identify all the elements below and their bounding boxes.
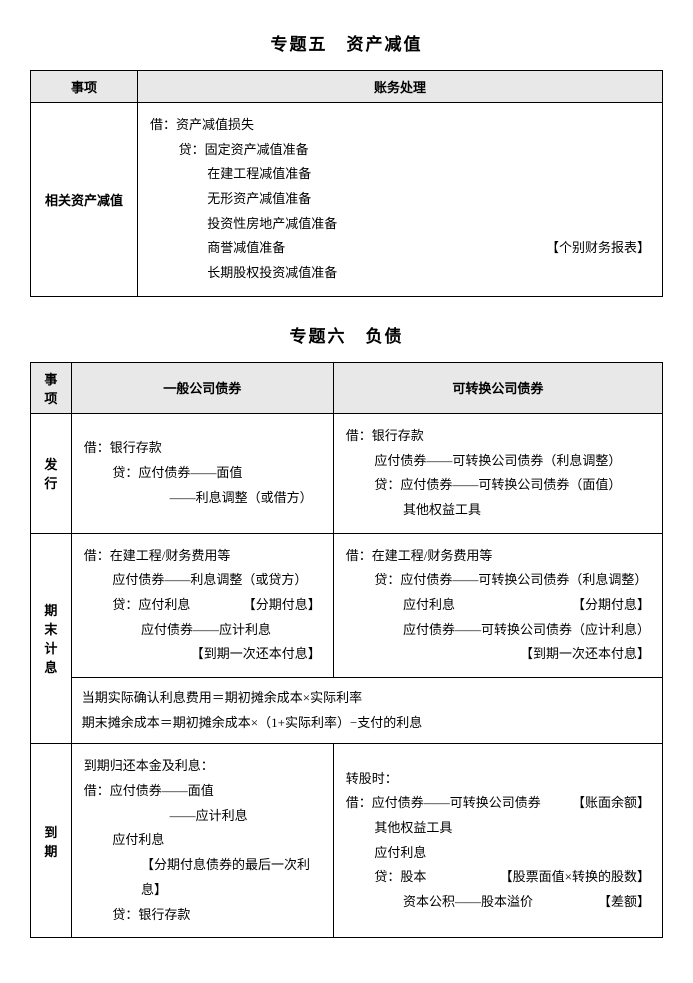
row-maturity: 到期 到期归还本金及利息： 借：应付债券——面值 ——应计利息 应付利息 【分期… (31, 744, 663, 938)
entry-line: 应付利息 (346, 593, 455, 618)
row-interest: 期末计息 借：在建工程/财务费用等 应付债券——利息调整（或贷方） 贷：应付利息… (31, 533, 663, 677)
row-interest-formula: 当期实际确认利息费用＝期初摊余成本×实际利率 期末摊余成本＝期初摊余成本×（1+… (31, 678, 663, 744)
note-bracket: 【分期付息】 (572, 593, 650, 618)
table-liabilities: 事项 一般公司债券 可转换公司债券 发行 借：银行存款 贷：应付债券——面值 —… (30, 362, 663, 938)
cell-issue-general: 借：银行存款 贷：应付债券——面值 ——利息调整（或借方） (71, 413, 333, 533)
entry-line: 借：应付债券——面值 (84, 779, 321, 804)
table-asset-impairment: 事项 账务处理 相关资产减值 借：资产减值损失 贷：固定资产减值准备 在建工程减… (30, 70, 663, 297)
note-bracket: 【股票面值×转换的股数】 (500, 865, 650, 890)
note-bracket: 【账面余额】 (572, 791, 650, 816)
entry-line: 应付利息 (346, 841, 650, 866)
note-bracket: 【到期一次还本付息】 (520, 642, 650, 667)
entry-line: 贷：银行存款 (84, 903, 321, 928)
entry-line: ——应计利息 (84, 804, 321, 829)
cell-interest-convertible: 借：在建工程/财务费用等 贷：应付债券——可转换公司债券（利息调整） 应付利息 … (333, 533, 662, 677)
entry-line: 贷：股本 (346, 865, 427, 890)
entry-line: 资本公积——股本溢价 (346, 890, 533, 915)
section1-title: 专题五 资产减值 (30, 30, 663, 55)
label-interest: 期末计息 (31, 533, 72, 744)
entry-line: 借：在建工程/财务费用等 (346, 544, 650, 569)
label-maturity: 到期 (31, 744, 72, 938)
table1-header-row: 事项 账务处理 (31, 71, 663, 103)
entry-line: 转股时： (346, 767, 650, 792)
label-issue: 发行 (31, 413, 72, 533)
row-label-impairment: 相关资产减值 (31, 103, 138, 297)
entry-line: 贷：固定资产减值准备 (150, 138, 650, 163)
entry-line: 贷：应付债券——面值 (84, 461, 321, 486)
entry-line: 贷：应付利息 (84, 593, 191, 618)
entry-line: 贷：应付债券——可转换公司债券（面值） (346, 473, 650, 498)
th-general-bond: 一般公司债券 (71, 362, 333, 413)
entry-line: 借：在建工程/财务费用等 (84, 544, 321, 569)
entry-line: 应付债券——可转换公司债券（应计利息） (346, 618, 650, 643)
note-bracket: 【差额】 (598, 890, 650, 915)
th-treatment: 账务处理 (138, 71, 663, 103)
entry-line: 投资性房地产减值准备 (150, 212, 650, 237)
entry-line: 商誉减值准备 (150, 236, 285, 261)
th-convertible-bond: 可转换公司债券 (333, 362, 662, 413)
note-bracket: 【分期付息】 (243, 593, 321, 618)
entry-line: 其他权益工具 (346, 816, 650, 841)
cell-maturity-general: 到期归还本金及利息： 借：应付债券——面值 ——应计利息 应付利息 【分期付息债… (71, 744, 333, 938)
cell-maturity-convertible: 转股时： 借：应付债券——可转换公司债券 【账面余额】 其他权益工具 应付利息 … (333, 744, 662, 938)
entry-line: 应付债券——应计利息 (84, 618, 321, 643)
entry-line: 在建工程减值准备 (150, 162, 650, 187)
row-issue: 发行 借：银行存款 贷：应付债券——面值 ——利息调整（或借方） 借：银行存款 … (31, 413, 663, 533)
entry-line: 长期股权投资减值准备 (150, 261, 650, 286)
note-bracket: 【个别财务报表】 (546, 236, 650, 261)
entry-line: 其他权益工具 (346, 498, 650, 523)
cell-formula: 当期实际确认利息费用＝期初摊余成本×实际利率 期末摊余成本＝期初摊余成本×（1+… (71, 678, 662, 744)
note-bracket: 【分期付息债券的最后一次利息】 (84, 853, 321, 902)
entry-line: 应付利息 (84, 828, 321, 853)
th-item: 事项 (31, 71, 138, 103)
entry-line: 到期归还本金及利息： (84, 754, 321, 779)
entry-line: 借：银行存款 (84, 436, 321, 461)
note-bracket: 【到期一次还本付息】 (191, 642, 321, 667)
cell-issue-convertible: 借：银行存款 应付债券——可转换公司债券（利息调整） 贷：应付债券——可转换公司… (333, 413, 662, 533)
entry-line: 借：银行存款 (346, 424, 650, 449)
table2-header-row: 事项 一般公司债券 可转换公司债券 (31, 362, 663, 413)
entry-line: 应付债券——可转换公司债券（利息调整） (346, 449, 650, 474)
table1-row: 相关资产减值 借：资产减值损失 贷：固定资产减值准备 在建工程减值准备 无形资产… (31, 103, 663, 297)
entry-line: 借：资产减值损失 (150, 113, 650, 138)
entry-line: 无形资产减值准备 (150, 187, 650, 212)
formula-line: 期末摊余成本＝期初摊余成本×（1+实际利率）−支付的利息 (82, 711, 652, 736)
cell-interest-general: 借：在建工程/财务费用等 应付债券——利息调整（或贷方） 贷：应付利息 【分期付… (71, 533, 333, 677)
cell-impairment-entries: 借：资产减值损失 贷：固定资产减值准备 在建工程减值准备 无形资产减值准备 投资… (138, 103, 663, 297)
entry-line: ——利息调整（或借方） (84, 486, 321, 511)
th-item2: 事项 (31, 362, 72, 413)
entry-line: 贷：应付债券——可转换公司债券（利息调整） (346, 568, 650, 593)
entry-line: 应付债券——利息调整（或贷方） (84, 568, 321, 593)
formula-line: 当期实际确认利息费用＝期初摊余成本×实际利率 (82, 686, 652, 711)
entry-line: 借：应付债券——可转换公司债券 (346, 791, 541, 816)
section2-title: 专题六 负债 (30, 322, 663, 347)
